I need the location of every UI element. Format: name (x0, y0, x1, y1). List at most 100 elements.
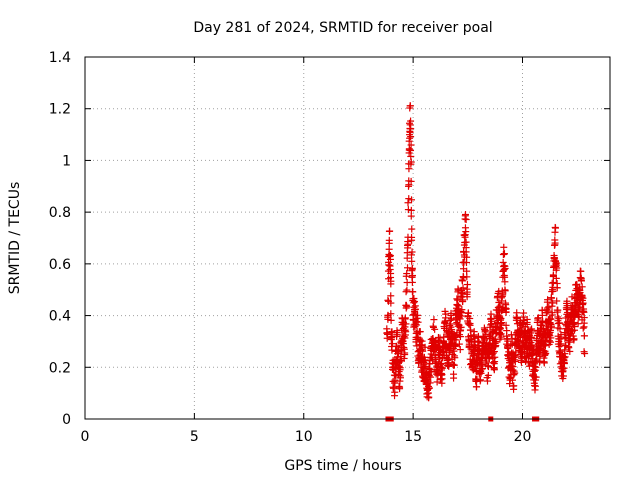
data-point (401, 351, 409, 359)
y-tick-label: 1 (62, 153, 71, 169)
data-point (579, 299, 587, 307)
data-point (545, 303, 553, 311)
data-point (411, 298, 419, 306)
data-point (463, 288, 471, 296)
data-point (500, 243, 508, 251)
data-point (526, 337, 534, 345)
data-point (407, 212, 415, 220)
data-point (555, 319, 563, 327)
y-tick-label: 0 (62, 412, 71, 428)
data-point (385, 261, 393, 269)
chart-title: Day 281 of 2024, SRMTID for receiver poa… (193, 20, 492, 36)
data-point (561, 353, 569, 361)
data-point (511, 369, 519, 377)
data-point (438, 364, 446, 372)
data-point (532, 363, 540, 371)
y-tick-label: 0.4 (49, 309, 71, 325)
data-point (456, 333, 464, 341)
data-point (453, 295, 461, 303)
data-point (470, 342, 478, 350)
x-tick-labels: 0 5 10 15 20 (81, 429, 532, 445)
data-point (386, 255, 394, 263)
data-point (501, 265, 509, 273)
data-point (456, 346, 464, 354)
data-point (387, 310, 395, 318)
y-tick-label: 0.6 (49, 257, 71, 273)
data-point (547, 294, 555, 302)
data-point (408, 196, 416, 204)
data-point (407, 133, 415, 141)
data-point (502, 305, 510, 313)
data-point (393, 329, 401, 337)
data-point (402, 320, 410, 328)
data-point (403, 303, 411, 311)
data-point (497, 320, 505, 328)
data-point (571, 323, 579, 331)
data-point (393, 342, 401, 350)
data-point (414, 318, 422, 326)
data-point (421, 356, 429, 364)
data-point (425, 372, 433, 380)
data-point (463, 267, 471, 275)
data-point (463, 281, 471, 289)
data-point (484, 377, 492, 385)
data-point (425, 384, 433, 392)
data-point (503, 327, 511, 335)
data-point (565, 344, 573, 352)
data-point (406, 102, 414, 110)
data-point (549, 299, 557, 307)
x-tick-label: 10 (295, 429, 313, 445)
data-point (462, 211, 470, 219)
data-point (407, 117, 415, 125)
data-point (433, 378, 441, 386)
data-point (491, 353, 499, 361)
data-point (509, 363, 517, 371)
data-point (498, 294, 506, 302)
data-point (387, 299, 395, 307)
data-point (459, 284, 467, 292)
data-point (405, 165, 413, 173)
data-point (425, 393, 433, 401)
data-point (553, 284, 561, 292)
x-tick-label: 20 (514, 429, 532, 445)
data-point (548, 311, 556, 319)
plot-frame (84, 56, 611, 420)
y-tick-label: 0.2 (49, 360, 71, 376)
data-point (526, 326, 534, 334)
data-point (549, 279, 557, 287)
data-point (474, 337, 482, 345)
data-point (438, 375, 446, 383)
data-point (518, 324, 526, 332)
data-point (479, 365, 487, 373)
data-point (484, 371, 492, 379)
data-point (459, 296, 467, 304)
data-point (457, 323, 465, 331)
data-point (418, 337, 426, 345)
data-point (421, 362, 429, 370)
data-point (560, 360, 568, 368)
data-point (463, 253, 471, 261)
data-point (510, 385, 518, 393)
data-point (396, 374, 404, 382)
data-point (386, 262, 394, 270)
data-point (477, 369, 485, 377)
data-point (462, 228, 470, 236)
data-point (386, 227, 394, 235)
data-point (476, 376, 484, 384)
data-point (578, 283, 586, 291)
data-point (547, 315, 555, 323)
data-point (391, 388, 399, 396)
data-point (552, 224, 560, 232)
x-tick-label: 15 (404, 429, 422, 445)
data-point (543, 304, 551, 312)
data-point (451, 342, 459, 350)
data-point (574, 312, 582, 320)
data-point (407, 158, 415, 166)
data-point (542, 349, 550, 357)
data-point (387, 277, 395, 285)
data-point (554, 306, 562, 314)
data-point (402, 288, 410, 296)
data-point (436, 334, 444, 342)
data-point (464, 309, 472, 317)
